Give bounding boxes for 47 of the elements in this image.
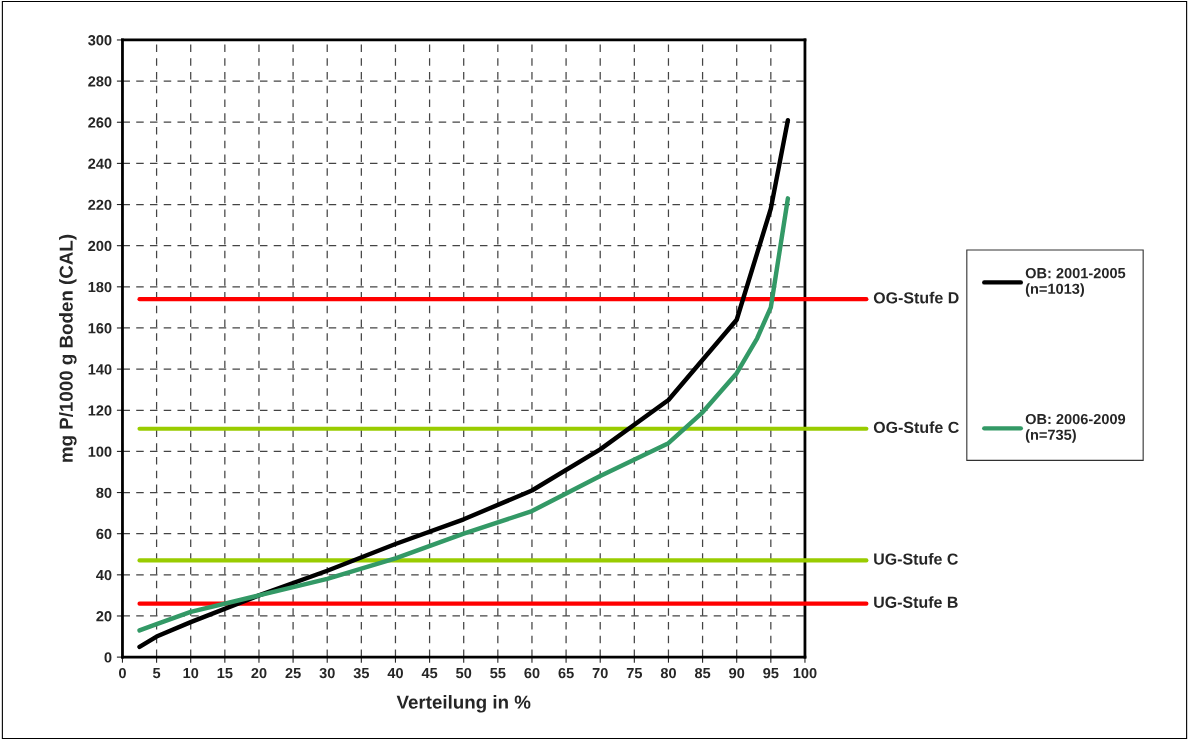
x-tick-label: 5 [152,668,161,679]
ref-line-label: UG-Stufe B [874,596,958,608]
ref-line-label: UG-Stufe C [874,552,958,565]
y-tick-label: 80 [96,487,112,498]
y-tick-label: 0 [104,652,112,663]
x-tick-label: 85 [694,667,711,679]
x-tick-label: 40 [387,667,403,679]
y-tick-label: 300 [88,35,112,46]
line-series [137,196,791,633]
x-tick-label: 35 [353,667,370,679]
x-tick-label: 70 [592,667,608,679]
x-tick-label: 25 [285,667,301,679]
y-tick-label: 60 [96,528,112,540]
x-tick-label: 45 [421,668,438,679]
x-tick-label: 0 [118,667,126,679]
y-tick-label: 100 [88,446,112,457]
y-tick-label: 20 [96,611,112,622]
x-tick-label: 30 [319,667,335,679]
y-tick-label: 120 [88,405,112,416]
ref-line-label: OG-Stufe D [873,291,959,304]
x-tick-label: 20 [251,667,267,679]
y-tick-label: 280 [88,76,112,87]
y-tick-label: 40 [96,569,112,581]
y-tick-label: 180 [88,281,112,293]
ref-line-label: OG-Stufe C [873,421,959,434]
y-tick-label: 160 [88,323,112,334]
x-tick-label: 50 [456,667,472,679]
x-axis-title: Verteilung in % [396,695,531,713]
x-tick-label: 15 [217,668,233,679]
y-tick-label: 140 [88,364,112,375]
x-tick-label: 95 [763,667,779,679]
x-tick-label: 80 [660,667,676,679]
x-tick-label: 65 [558,667,574,679]
x-tick-label: 60 [524,667,540,679]
x-tick-label: 90 [729,667,745,679]
y-tick-label: 200 [88,240,112,252]
legend-label: OB: 2001-2005 (n=1013) [1025,267,1126,297]
x-tick-label: 75 [626,668,643,679]
y-axis-title: mg P/1000 g Boden (CAL) [59,234,77,462]
legend-label: OB: 2006-2009 (n=735) [1025,413,1126,443]
y-tick-label: 260 [88,117,112,128]
y-tick-label: 240 [88,158,112,169]
y-tick-label: 220 [88,199,112,210]
x-tick-label: 10 [183,667,199,679]
x-tick-label: 100 [793,667,817,679]
x-tick-label: 55 [490,668,506,679]
line-series [137,117,791,650]
